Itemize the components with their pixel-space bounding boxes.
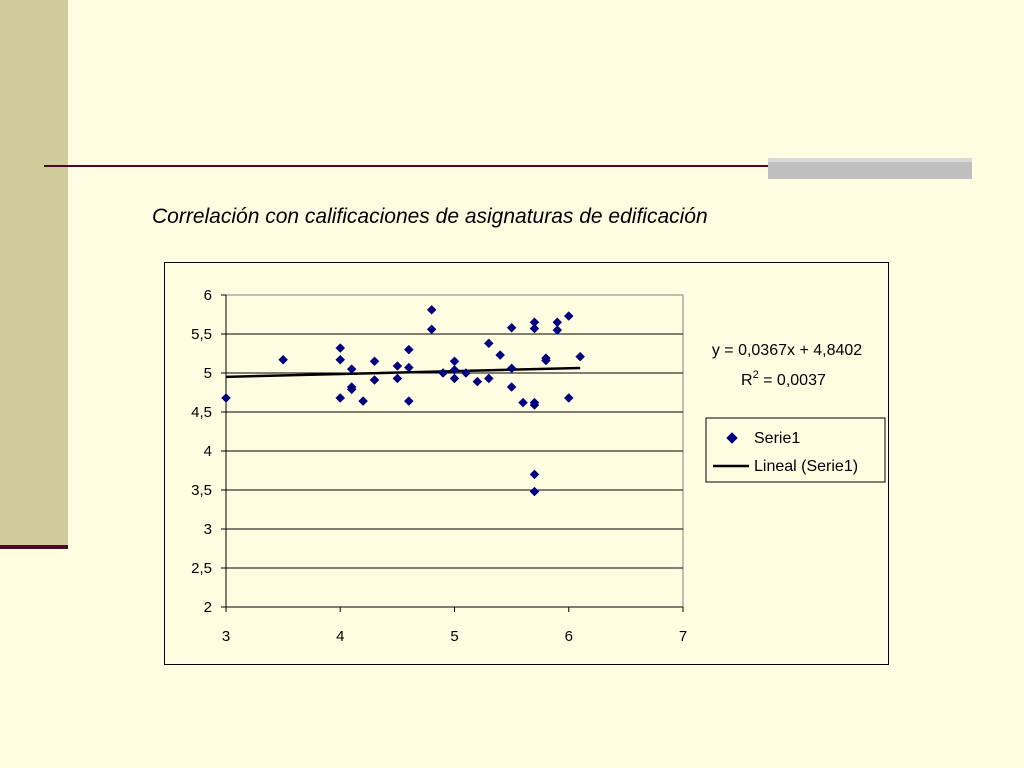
data-point <box>563 311 574 321</box>
data-point <box>392 373 403 384</box>
data-point <box>461 368 471 378</box>
data-point <box>506 363 517 374</box>
legend-label-trendline: Lineal (Serie1) <box>754 458 858 475</box>
legend-box <box>705 417 886 483</box>
y-tick-label: 3 <box>204 521 212 538</box>
legend-diamond-marker <box>726 432 738 444</box>
data-point <box>575 351 586 362</box>
y-tick-label: 5 <box>204 365 212 382</box>
data-point <box>369 375 380 385</box>
points-layer <box>221 304 586 497</box>
x-tick-label: 5 <box>450 628 458 645</box>
data-point <box>278 354 288 365</box>
data-point <box>335 393 346 403</box>
data-point <box>438 368 448 378</box>
data-point <box>518 397 528 408</box>
trendline-layer <box>225 366 581 379</box>
data-point <box>563 393 574 403</box>
y-tick-label: 2,5 <box>191 560 212 577</box>
data-point <box>426 304 437 315</box>
data-point <box>426 324 437 335</box>
data-point <box>506 382 517 392</box>
y-tick-label: 5,5 <box>191 326 212 343</box>
data-point <box>529 469 540 480</box>
y-tick-label: 2 <box>204 599 212 616</box>
data-point <box>369 356 380 367</box>
data-point <box>358 396 368 406</box>
data-point <box>403 396 414 406</box>
r-squared: R2 = 0,0037 <box>741 369 826 389</box>
scatter-chart: 2 2,5 3 3,5 4 4,5 5 5,5 6 3 4 5 6 7 y = 0,0367x + 4,… <box>191 287 886 645</box>
data-point <box>483 373 494 384</box>
data-point <box>483 338 494 349</box>
data-point <box>541 355 551 366</box>
data-point <box>449 373 460 384</box>
y-axis: 2 2,5 3 3,5 4 4,5 5 5,5 6 <box>191 287 227 616</box>
data-point <box>506 322 517 333</box>
x-tick-label: 7 <box>679 628 687 645</box>
data-point <box>495 350 506 360</box>
title-rule-accent-highlight <box>768 158 972 162</box>
data-point <box>392 361 403 371</box>
y-tick-label: 4,5 <box>191 404 212 421</box>
data-point <box>221 393 231 403</box>
trendline <box>225 366 581 379</box>
data-point <box>335 343 346 353</box>
chart-frame: 2 2,5 3 3,5 4 4,5 5 5,5 6 3 4 5 6 7 y = 0,0367x + 4,… <box>164 262 889 665</box>
trend-equation: y = 0,0367x + 4,8402 <box>712 342 862 359</box>
x-tick-label: 4 <box>336 628 344 645</box>
side-bar-underline <box>0 545 68 549</box>
y-tick-label: 6 <box>204 287 212 304</box>
data-point <box>335 354 346 365</box>
legend: Serie1 Lineal (Serie1) <box>705 417 886 483</box>
legend-label-serie1: Serie1 <box>754 430 800 447</box>
data-point <box>403 362 414 373</box>
y-tick-label: 3,5 <box>191 482 212 499</box>
x-tick-label: 3 <box>222 628 230 645</box>
data-point <box>403 344 414 355</box>
slide-title: Correlación con calificaciones de asigna… <box>152 205 708 228</box>
x-axis: 3 4 5 6 7 <box>222 606 687 645</box>
data-point <box>346 384 357 395</box>
x-tick-label: 6 <box>565 628 573 645</box>
side-bar-decoration <box>0 0 68 545</box>
title-rule <box>44 165 972 167</box>
data-point <box>529 400 540 410</box>
data-point <box>529 323 540 334</box>
data-point <box>552 325 563 335</box>
data-point <box>346 364 357 374</box>
data-point <box>472 376 483 387</box>
data-point <box>529 486 540 497</box>
title-rule-accent <box>768 158 972 179</box>
y-tick-label: 4 <box>204 443 212 460</box>
